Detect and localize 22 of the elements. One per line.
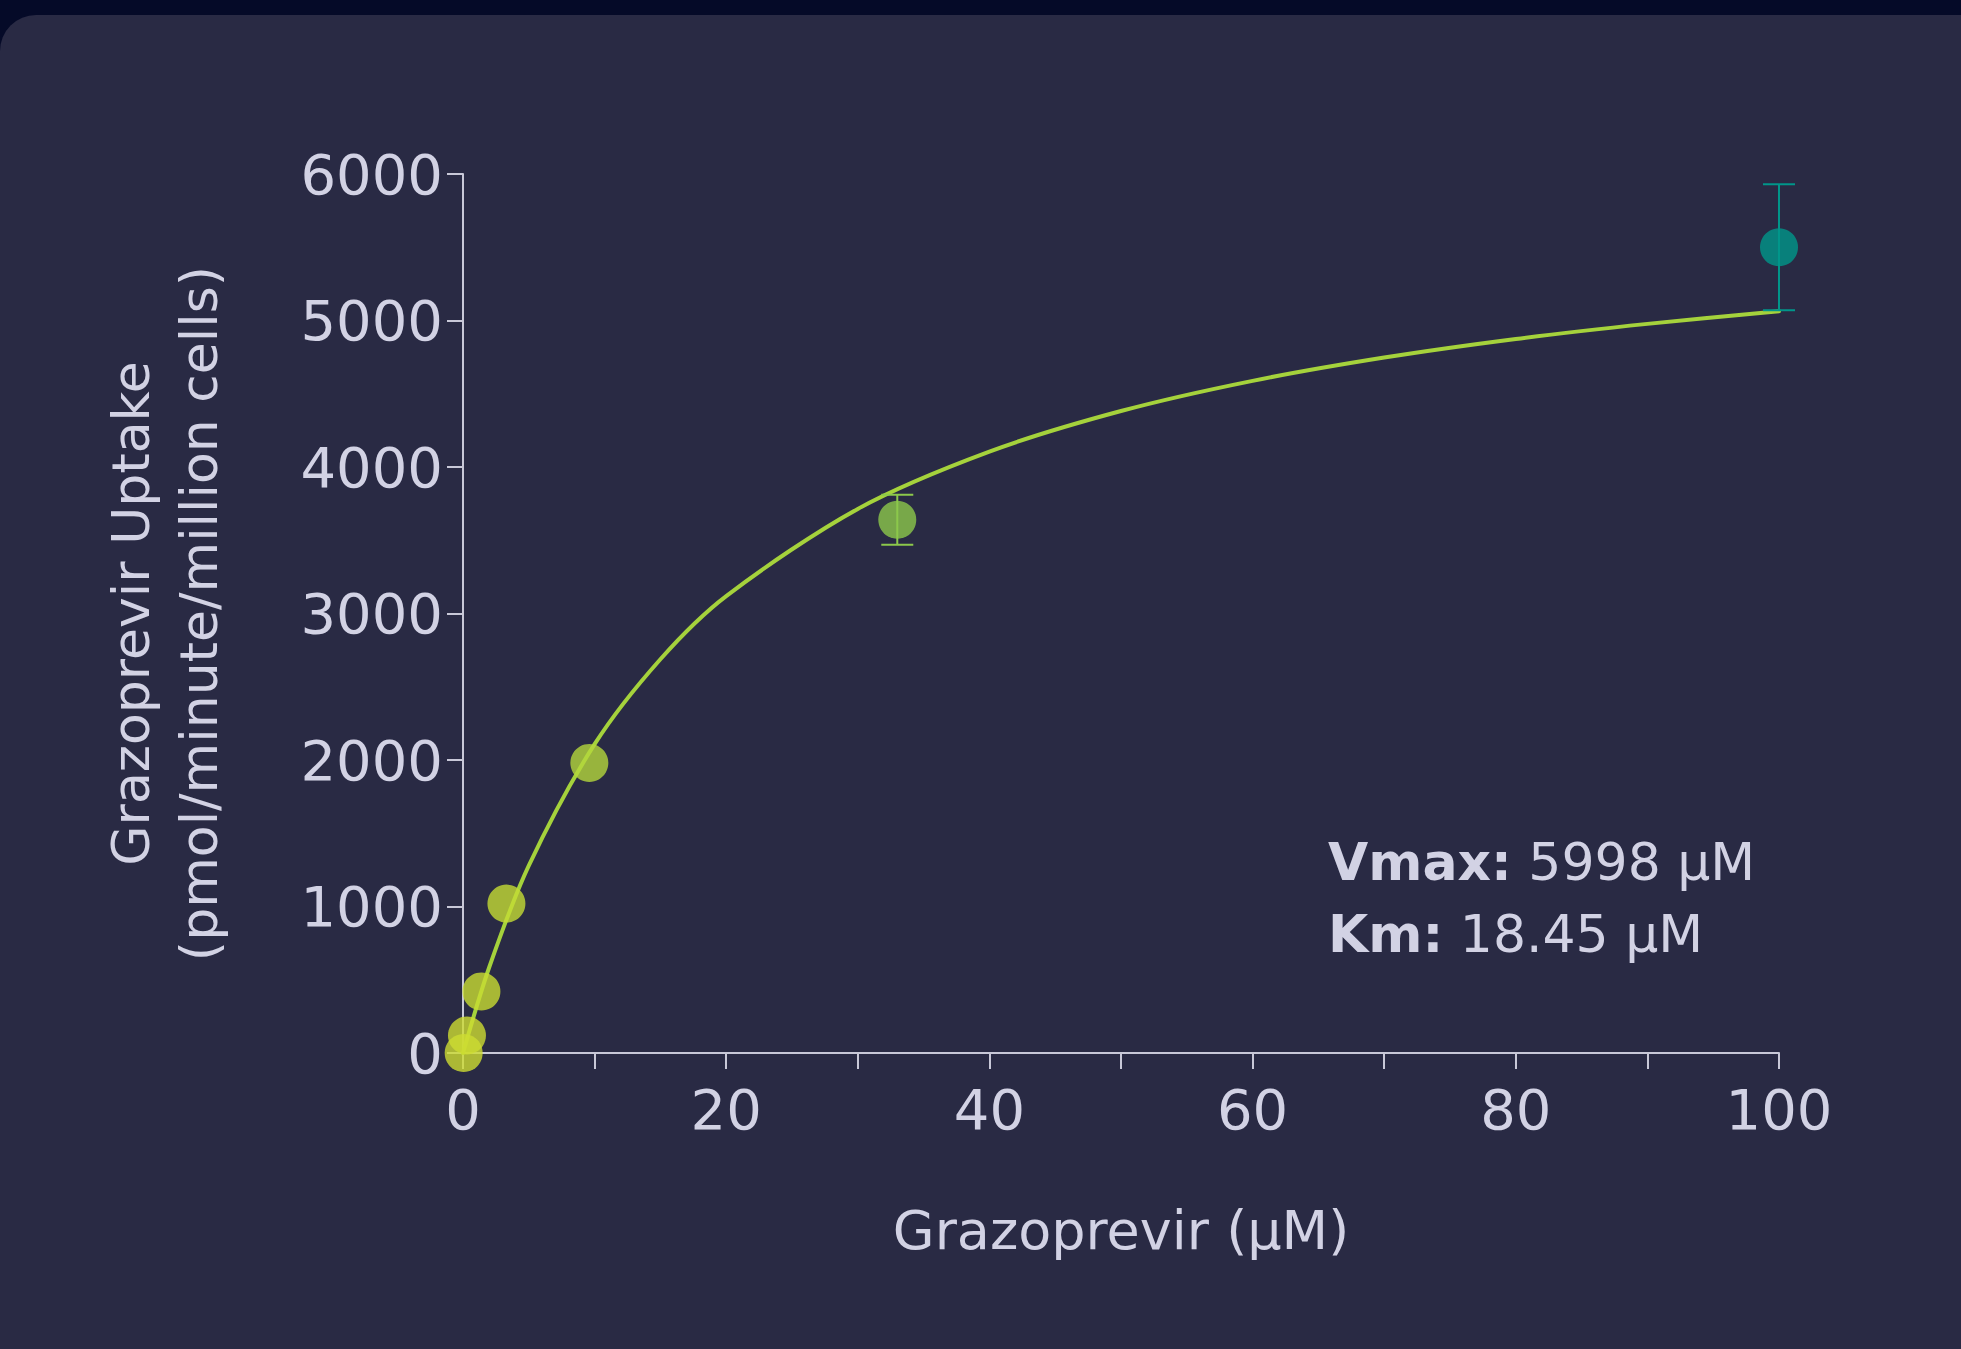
y-tick-label: 2000 bbox=[300, 727, 443, 793]
y-tick-label: 5000 bbox=[300, 288, 443, 353]
y-tick-label: 0 bbox=[407, 1020, 443, 1086]
point bbox=[878, 500, 917, 539]
x-tick-label: 20 bbox=[690, 1076, 762, 1142]
x-tick-label: 80 bbox=[1480, 1076, 1552, 1142]
point bbox=[570, 743, 609, 782]
point bbox=[487, 884, 526, 923]
x-tick-label: 40 bbox=[953, 1076, 1026, 1142]
x-tick-label: 60 bbox=[1216, 1076, 1289, 1142]
x-tick-label: 100 bbox=[1725, 1076, 1833, 1142]
annotation: Vmax: 5998 µM bbox=[1328, 832, 1756, 892]
point bbox=[1760, 228, 1798, 267]
annotation: Km: 18.45 µM bbox=[1328, 904, 1704, 964]
y-axis-title: Grazoprevir Uptake (pmol/minute/million cells) bbox=[101, 265, 229, 962]
y-tick-label: 4000 bbox=[300, 434, 443, 500]
point bbox=[447, 1016, 486, 1055]
y-tick-label: 1000 bbox=[300, 874, 443, 939]
point bbox=[462, 972, 501, 1011]
y-tick-label: 3000 bbox=[300, 581, 443, 646]
y-tick-label: 6000 bbox=[300, 141, 443, 207]
x-axis-title: Grazoprevir (µM) bbox=[892, 1198, 1350, 1262]
